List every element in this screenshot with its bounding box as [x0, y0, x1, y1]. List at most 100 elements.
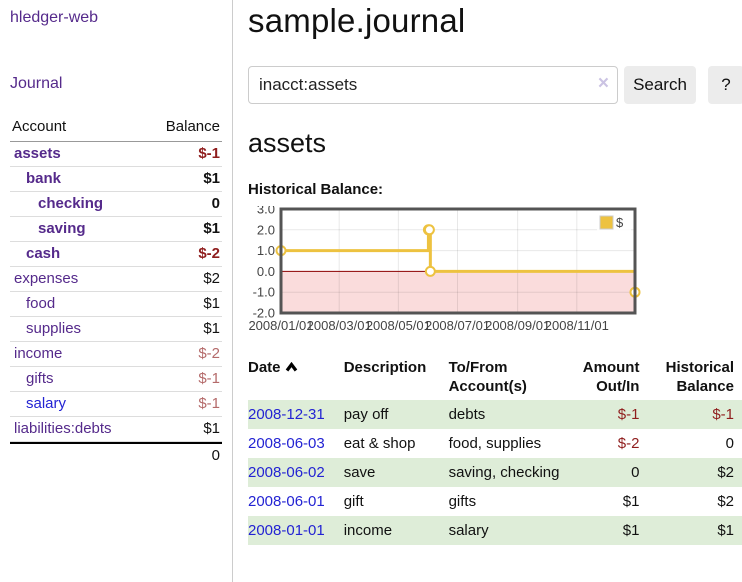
account-row: income $-2: [10, 342, 222, 367]
register-row: 2008-06-02 save saving, checking 0 $2: [248, 458, 742, 487]
register-row: 2008-06-01 gift gifts $1 $2: [248, 487, 742, 516]
account-link[interactable]: salary: [26, 395, 67, 412]
page-title: sample.journal: [248, 2, 466, 39]
register-table: Date Description To/From Account(s) Amou…: [248, 356, 742, 545]
register-amount: $1: [570, 516, 650, 545]
search-input[interactable]: [248, 66, 618, 104]
register-date: 2008-06-03: [248, 429, 344, 458]
y-axis-tick-label: 3.0: [257, 206, 275, 217]
legend-label: $: [616, 215, 624, 230]
historical-balance-chart: $3.0 2.0 1.0 0.0 -1.0 -2.0 2008/01/01 2008/03/0…: [248, 202, 642, 336]
register-balance: $-1: [649, 400, 742, 429]
accounts-table: Account Balance assets $-1 bank $1 checking 0…: [10, 115, 222, 467]
account-balance: $1: [203, 170, 220, 187]
register-row: 2008-06-03 eat & shop food, supplies $-2 0: [248, 429, 742, 458]
account-balance: $-1: [198, 395, 220, 412]
x-axis-tick-label: 2008/11/01: [545, 318, 609, 333]
account-link[interactable]: gifts: [26, 370, 54, 387]
x-axis-tick-label: 2008/05/01: [366, 318, 431, 333]
account-link[interactable]: supplies: [26, 320, 82, 337]
account-link[interactable]: liabilities:debts: [14, 420, 112, 437]
account-link[interactable]: food: [26, 295, 56, 312]
data-point-marker: [424, 265, 436, 277]
account-link[interactable]: saving: [38, 220, 86, 237]
chart-label: Historical Balance:: [248, 181, 384, 198]
account-link[interactable]: bank: [26, 170, 62, 187]
register-description: pay off: [343, 400, 449, 429]
register-description: save: [343, 458, 449, 487]
accounts-header-account: Account: [12, 118, 67, 135]
account-row: salary $-1: [10, 392, 222, 417]
register-amount: $1: [622, 493, 640, 510]
register-header-date[interactable]: Date: [248, 356, 344, 400]
y-axis-tick-label: -2.0: [253, 306, 275, 321]
register-balance: $2: [717, 493, 734, 510]
account-row: liabilities:debts $1: [10, 417, 222, 442]
legend-swatch-icon: [599, 215, 614, 230]
account-balance: $1: [203, 295, 220, 312]
register-amount: $-2: [617, 435, 640, 452]
register-description: income: [343, 516, 449, 545]
account-row: saving $1: [10, 217, 222, 242]
account-row: assets $-1: [10, 142, 222, 167]
register-date: 2008-01-01: [248, 516, 344, 545]
search-form: × Search ?: [248, 66, 742, 104]
register-header-amount: Amount Out/In: [582, 359, 640, 395]
transaction-date-link[interactable]: 2008-12-31: [248, 406, 325, 423]
register-accounts: saving, checking: [448, 458, 571, 487]
main-content: sample.journal × Search ? assets Histori…: [233, 0, 742, 582]
account-balance: $-1: [198, 370, 220, 387]
account-link[interactable]: income: [14, 345, 63, 362]
transaction-date-link[interactable]: 2008-06-03: [248, 435, 325, 452]
transaction-date-link[interactable]: 2008-06-02: [248, 464, 325, 481]
account-balance: 0: [211, 195, 220, 212]
accounts-table-header: Account Balance: [10, 115, 222, 142]
plot-border: [279, 207, 637, 315]
register-date: 2008-12-31: [248, 400, 344, 429]
register-accounts: salary: [448, 516, 571, 545]
register-date: 2008-06-02: [248, 458, 344, 487]
register-amount: 0: [570, 458, 650, 487]
register-description: eat & shop: [343, 435, 416, 452]
register-header-accounts: To/From Account(s): [448, 359, 527, 395]
register-balance: $2: [649, 458, 742, 487]
y-axis-tick-label: -1.0: [253, 285, 275, 300]
account-link[interactable]: assets: [14, 145, 61, 162]
account-row: supplies $1: [10, 317, 222, 342]
y-axis-tick-label: 1.0: [257, 243, 275, 258]
register-row: 2008-01-01 income salary $1 $1: [248, 516, 742, 545]
account-balance: $-2: [198, 245, 220, 262]
register-balance: $1: [649, 516, 742, 545]
x-axis-tick-label: 2008/09/01: [485, 318, 550, 333]
search-button[interactable]: Search: [624, 66, 696, 104]
account-link[interactable]: checking: [38, 195, 104, 212]
data-point-marker: [423, 224, 435, 236]
register-header-description: Description: [343, 359, 427, 376]
x-axis-tick-label: 2008/01/01: [248, 318, 313, 333]
x-axis-tick-label: 2008/07/01: [425, 318, 490, 333]
account-balance: $1: [203, 320, 220, 337]
account-row: gifts $-1: [10, 367, 222, 392]
transaction-date-link[interactable]: 2008-06-01: [248, 493, 325, 510]
account-link[interactable]: cash: [26, 245, 61, 262]
accounts-total-value: 0: [211, 447, 220, 464]
account-row: cash $-2: [10, 242, 222, 267]
y-axis-tick-label: 0.0: [257, 264, 275, 279]
account-row: food $1: [10, 292, 222, 317]
account-row: checking 0: [10, 192, 222, 217]
register-date: 2008-06-01: [248, 487, 344, 516]
account-link[interactable]: expenses: [14, 270, 79, 287]
sidebar-item-journal[interactable]: Journal: [10, 75, 63, 92]
x-axis-tick-label: 2008/03/01: [307, 318, 372, 333]
app-title-link[interactable]: hledger-web: [10, 9, 99, 26]
register-accounts: debts: [448, 400, 571, 429]
clear-search-icon[interactable]: ×: [597, 73, 609, 94]
account-balance: $1: [203, 420, 220, 437]
account-row: expenses $2: [10, 267, 222, 292]
help-button[interactable]: ?: [708, 66, 742, 104]
account-balance: $2: [203, 270, 220, 287]
register-amount: $-1: [570, 400, 650, 429]
sidebar: hledger-web Journal Account Balance asse…: [0, 0, 233, 582]
account-balance: $1: [203, 220, 220, 237]
transaction-date-link[interactable]: 2008-01-01: [248, 522, 325, 539]
